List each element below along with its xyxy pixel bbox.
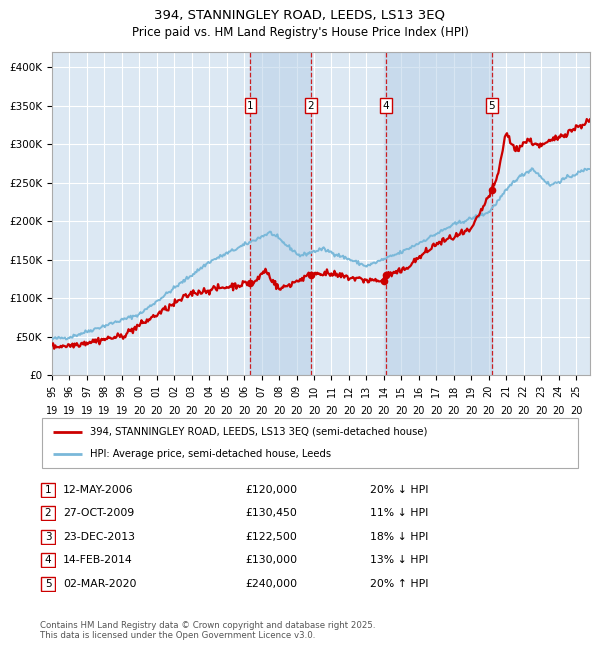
- Text: 20: 20: [377, 406, 390, 415]
- Text: 12-MAY-2006: 12-MAY-2006: [63, 485, 134, 495]
- FancyBboxPatch shape: [41, 506, 55, 521]
- Text: 20% ↑ HPI: 20% ↑ HPI: [370, 578, 428, 589]
- Text: 02-MAR-2020: 02-MAR-2020: [63, 578, 137, 589]
- Text: 23-DEC-2013: 23-DEC-2013: [63, 532, 135, 541]
- FancyBboxPatch shape: [41, 577, 55, 591]
- FancyBboxPatch shape: [41, 553, 55, 567]
- Text: 5: 5: [488, 101, 495, 111]
- Text: £120,000: £120,000: [245, 485, 297, 495]
- Text: 20: 20: [343, 406, 355, 415]
- Text: 20: 20: [185, 406, 198, 415]
- Text: 20: 20: [570, 406, 582, 415]
- FancyBboxPatch shape: [41, 482, 55, 497]
- Text: 11% ↓ HPI: 11% ↓ HPI: [370, 508, 428, 518]
- Text: 20: 20: [430, 406, 442, 415]
- Text: 2: 2: [308, 101, 314, 111]
- Text: 4: 4: [44, 555, 52, 566]
- Text: 4: 4: [383, 101, 389, 111]
- Text: 14-FEB-2014: 14-FEB-2014: [63, 555, 133, 566]
- Text: 19: 19: [46, 406, 58, 415]
- Bar: [383, 52, 491, 375]
- Text: Contains HM Land Registry data © Crown copyright and database right 2025.
This d: Contains HM Land Registry data © Crown c…: [40, 621, 376, 640]
- Text: HPI: Average price, semi-detached house, Leeds: HPI: Average price, semi-detached house,…: [90, 449, 331, 459]
- Text: 20: 20: [553, 406, 565, 415]
- Text: 20: 20: [238, 406, 250, 415]
- Text: 19: 19: [98, 406, 110, 415]
- Text: 19: 19: [81, 406, 93, 415]
- Text: 20: 20: [273, 406, 285, 415]
- Text: 20% ↓ HPI: 20% ↓ HPI: [370, 485, 428, 495]
- Text: 5: 5: [44, 578, 52, 589]
- Text: 20: 20: [203, 406, 215, 415]
- Text: £130,000: £130,000: [245, 555, 297, 566]
- Text: 20: 20: [413, 406, 425, 415]
- Text: 20: 20: [517, 406, 530, 415]
- Text: 20: 20: [133, 406, 146, 415]
- Text: 20: 20: [308, 406, 320, 415]
- FancyBboxPatch shape: [41, 530, 55, 544]
- Text: 20: 20: [465, 406, 478, 415]
- Text: 20: 20: [168, 406, 181, 415]
- Text: 2: 2: [44, 508, 52, 518]
- Text: 18% ↓ HPI: 18% ↓ HPI: [370, 532, 428, 541]
- Text: 20: 20: [535, 406, 547, 415]
- Text: 19: 19: [116, 406, 128, 415]
- Text: Price paid vs. HM Land Registry's House Price Index (HPI): Price paid vs. HM Land Registry's House …: [131, 26, 469, 39]
- Text: 20: 20: [220, 406, 233, 415]
- Text: £122,500: £122,500: [245, 532, 297, 541]
- Text: 20: 20: [482, 406, 495, 415]
- Bar: [250, 52, 311, 375]
- Text: 20: 20: [290, 406, 303, 415]
- Text: £240,000: £240,000: [245, 578, 297, 589]
- Text: 1: 1: [44, 485, 52, 495]
- Text: 20: 20: [256, 406, 268, 415]
- Text: 1: 1: [247, 101, 254, 111]
- Text: 13% ↓ HPI: 13% ↓ HPI: [370, 555, 428, 566]
- Text: 20: 20: [500, 406, 512, 415]
- Text: 20: 20: [151, 406, 163, 415]
- Text: 394, STANNINGLEY ROAD, LEEDS, LS13 3EQ: 394, STANNINGLEY ROAD, LEEDS, LS13 3EQ: [155, 8, 445, 21]
- FancyBboxPatch shape: [42, 418, 578, 468]
- Text: 20: 20: [325, 406, 338, 415]
- Text: 19: 19: [64, 406, 76, 415]
- Text: 3: 3: [44, 532, 52, 541]
- Text: 27-OCT-2009: 27-OCT-2009: [63, 508, 134, 518]
- Text: 20: 20: [448, 406, 460, 415]
- Text: £130,450: £130,450: [245, 508, 297, 518]
- Text: 394, STANNINGLEY ROAD, LEEDS, LS13 3EQ (semi-detached house): 394, STANNINGLEY ROAD, LEEDS, LS13 3EQ (…: [90, 427, 428, 437]
- Text: 20: 20: [395, 406, 407, 415]
- Text: 20: 20: [360, 406, 373, 415]
